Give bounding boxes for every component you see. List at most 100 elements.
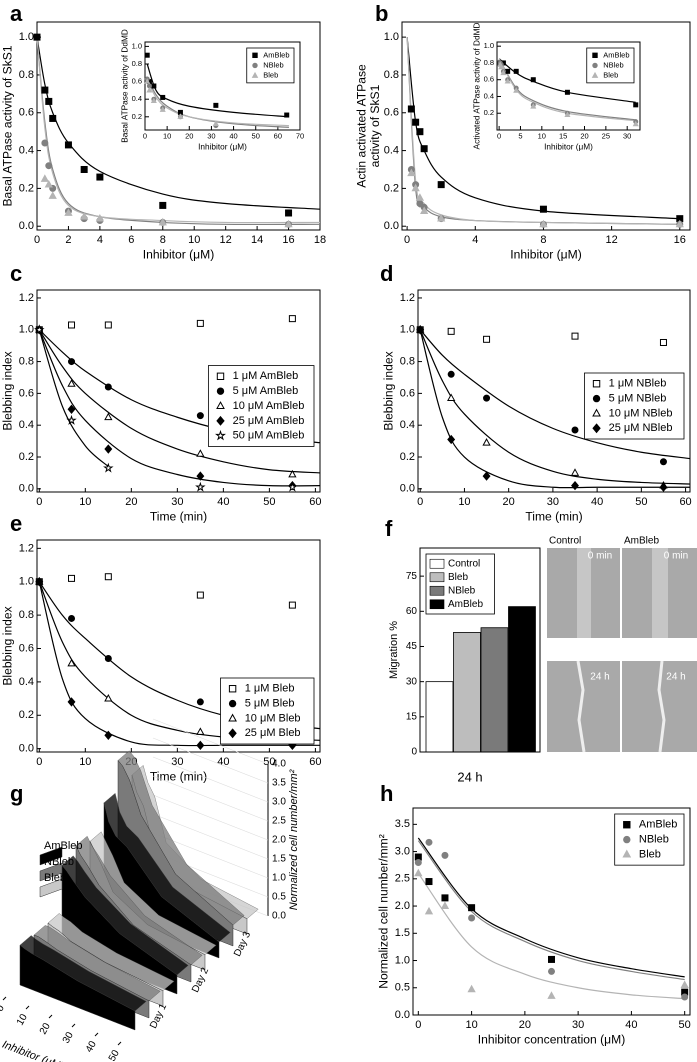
x-axis-title: Inhibitor (μM) (0, 1039, 65, 1062)
marker (64, 208, 73, 216)
x-tick-label: 10 (163, 132, 171, 141)
marker (680, 980, 689, 988)
legend-label: Bleb (263, 71, 278, 80)
grid-line (152, 756, 269, 803)
x-tick-label: 20 (125, 496, 137, 508)
legend-label: Bleb (639, 848, 661, 860)
marker (196, 471, 205, 481)
panel-label: f (385, 516, 393, 541)
plot-frame (412, 807, 691, 1016)
marker (68, 321, 76, 329)
marker (570, 468, 580, 476)
image-time-label: 24 h (666, 672, 685, 683)
y-tick-label: 0.8 (19, 355, 34, 367)
z-tick-label: 1.5 (272, 854, 286, 865)
marker (216, 372, 225, 381)
marker (407, 105, 415, 113)
marker (500, 69, 507, 76)
fit-curve (417, 837, 685, 978)
legend-swatch (39, 878, 63, 898)
fit-curve (38, 329, 321, 487)
y-tick-label: 1.2 (19, 292, 34, 304)
z-axis-title: Normalized cell number/mm² (288, 769, 300, 910)
ribbon (19, 944, 136, 1031)
legend-label: 1 μM AmBleb (233, 370, 299, 382)
legend-label: 5 μM Bleb (245, 697, 295, 709)
panel-label: b (375, 1, 388, 26)
marker (632, 120, 639, 127)
marker (513, 68, 519, 74)
marker (425, 878, 433, 886)
grid-line (152, 775, 269, 822)
x-tick-label: 50 (263, 756, 275, 768)
marker (68, 574, 76, 582)
marker (144, 52, 150, 58)
fit-curve (38, 329, 321, 474)
x-tick-label: 15 (559, 132, 567, 141)
marker (196, 449, 205, 457)
x-axis-title: Inhibitor (μM) (510, 248, 581, 262)
y-tick-label: 0.8 (19, 609, 34, 621)
y-tick-label: 0.2 (400, 451, 415, 463)
marker (48, 191, 57, 199)
marker (675, 219, 684, 228)
z-tick-label: 2.0 (272, 835, 286, 846)
legend-label: AmBleb (263, 50, 289, 59)
marker (592, 394, 601, 403)
marker (284, 112, 290, 118)
marker (447, 327, 455, 335)
y-tick-label: 0.6 (400, 387, 415, 399)
x-tick-label: 8 (160, 234, 166, 246)
marker (420, 145, 428, 153)
z-tick-label: 1.0 (272, 873, 286, 884)
x-tick-label: 0 (36, 756, 42, 768)
fit-curve (419, 329, 691, 460)
marker (468, 914, 476, 922)
x-axis-title: Time (min) (150, 510, 207, 524)
z-tick-label: 0.5 (272, 892, 286, 903)
legend-swatch (429, 599, 445, 610)
marker (505, 68, 511, 74)
x-tick-label: 60 (679, 496, 691, 508)
marker (547, 991, 556, 999)
marker (415, 193, 425, 201)
y-tick-label: 60 (406, 606, 418, 617)
x-tick-label: 2 (65, 234, 71, 246)
fit-curve (36, 37, 321, 226)
y-tick-label: 1.0 (484, 41, 494, 50)
marker (216, 401, 225, 410)
marker (623, 835, 631, 844)
x-tick-label: 8 (540, 234, 546, 246)
marker (160, 94, 166, 100)
y-tick-label: 1.2 (400, 292, 415, 304)
y-tick-label: 0.8 (19, 69, 34, 81)
x-tick (94, 1032, 99, 1037)
x-tick-label: 50 (107, 1048, 122, 1062)
fit-curve (419, 329, 691, 485)
legend-label: AmBleb (639, 819, 678, 831)
x-tick-label: 50 (679, 1019, 691, 1031)
image-time-label: 0 min (588, 551, 612, 562)
marker (35, 577, 44, 587)
marker (411, 183, 420, 192)
y-tick-label: 75 (406, 571, 418, 582)
marker (68, 614, 76, 622)
z-tick-label: 3.0 (272, 797, 286, 808)
marker (216, 387, 225, 395)
y-tick-label: 0.4 (400, 419, 415, 431)
legend-label: Bleb (44, 872, 66, 884)
panel-label: e (10, 511, 22, 536)
bar (480, 627, 509, 753)
plot-frame (417, 289, 691, 493)
fit-curve (417, 840, 685, 981)
plot-frame (419, 547, 541, 753)
marker (41, 86, 49, 94)
marker (288, 601, 296, 609)
marker (571, 332, 579, 340)
marker (67, 404, 76, 414)
marker (420, 206, 429, 214)
marker (45, 162, 53, 170)
image-time-label: 24 h (590, 672, 609, 683)
bar (425, 681, 454, 753)
